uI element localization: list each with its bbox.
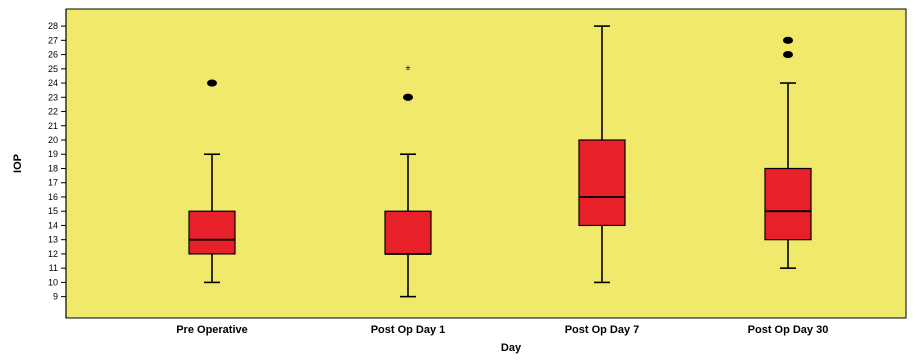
- iqr-box: [578, 139, 626, 227]
- x-tick-label: Pre Operative: [176, 324, 248, 336]
- y-axis-title: IOP: [12, 154, 24, 173]
- outlier-point: [207, 79, 217, 87]
- x-tick-label: Post Op Day 7: [565, 324, 640, 336]
- y-tick-label: 11: [49, 263, 58, 273]
- x-tick-label: Post Op Day 30: [748, 324, 829, 336]
- y-axis-ticks: 9 10 11 12 13 14 15 16 17 18 19 20 21 22 23 24 25 26 27 28: [48, 21, 66, 302]
- outlier-point: [403, 93, 413, 101]
- x-tick-label: Post Op Day 1: [371, 324, 446, 336]
- iqr-box: [384, 210, 432, 255]
- y-tick-label: 20: [48, 135, 58, 145]
- box-4: [764, 36, 812, 269]
- y-tick-label: 26: [48, 50, 58, 60]
- y-tick-label: 18: [48, 163, 58, 173]
- y-tick-label: 9: [53, 292, 58, 302]
- outlier-point: [783, 36, 793, 44]
- box-2: *: [384, 62, 432, 298]
- x-axis-title: Day: [501, 342, 522, 354]
- y-tick-label: 16: [48, 192, 58, 202]
- y-tick-label: 17: [48, 178, 58, 188]
- y-tick-label: 10: [48, 277, 58, 287]
- y-tick-label: 24: [48, 78, 58, 88]
- x-axis-labels: Pre Operative Post Op Day 1 Post Op Day 7 P…: [176, 324, 828, 336]
- y-tick-label: 28: [48, 21, 58, 31]
- box-series: *: [188, 25, 812, 298]
- extreme-point: *: [405, 62, 411, 78]
- y-tick-label: 15: [48, 206, 58, 216]
- y-tick-label: 14: [48, 220, 58, 230]
- box-1: [188, 79, 236, 284]
- y-tick-label: 22: [48, 107, 58, 117]
- box-3: [578, 25, 626, 284]
- iqr-box: [188, 210, 236, 255]
- y-tick-label: 13: [48, 235, 58, 245]
- y-tick-label: 19: [48, 149, 58, 159]
- outlier-point: [783, 50, 793, 59]
- iqr-box: [764, 167, 812, 241]
- y-tick-label: 27: [48, 35, 58, 45]
- y-tick-label: 21: [48, 121, 58, 131]
- y-tick-label: 25: [48, 64, 58, 74]
- plot-area: [65, 8, 907, 319]
- y-tick-label: 23: [48, 92, 58, 102]
- y-tick-label: 12: [48, 249, 58, 259]
